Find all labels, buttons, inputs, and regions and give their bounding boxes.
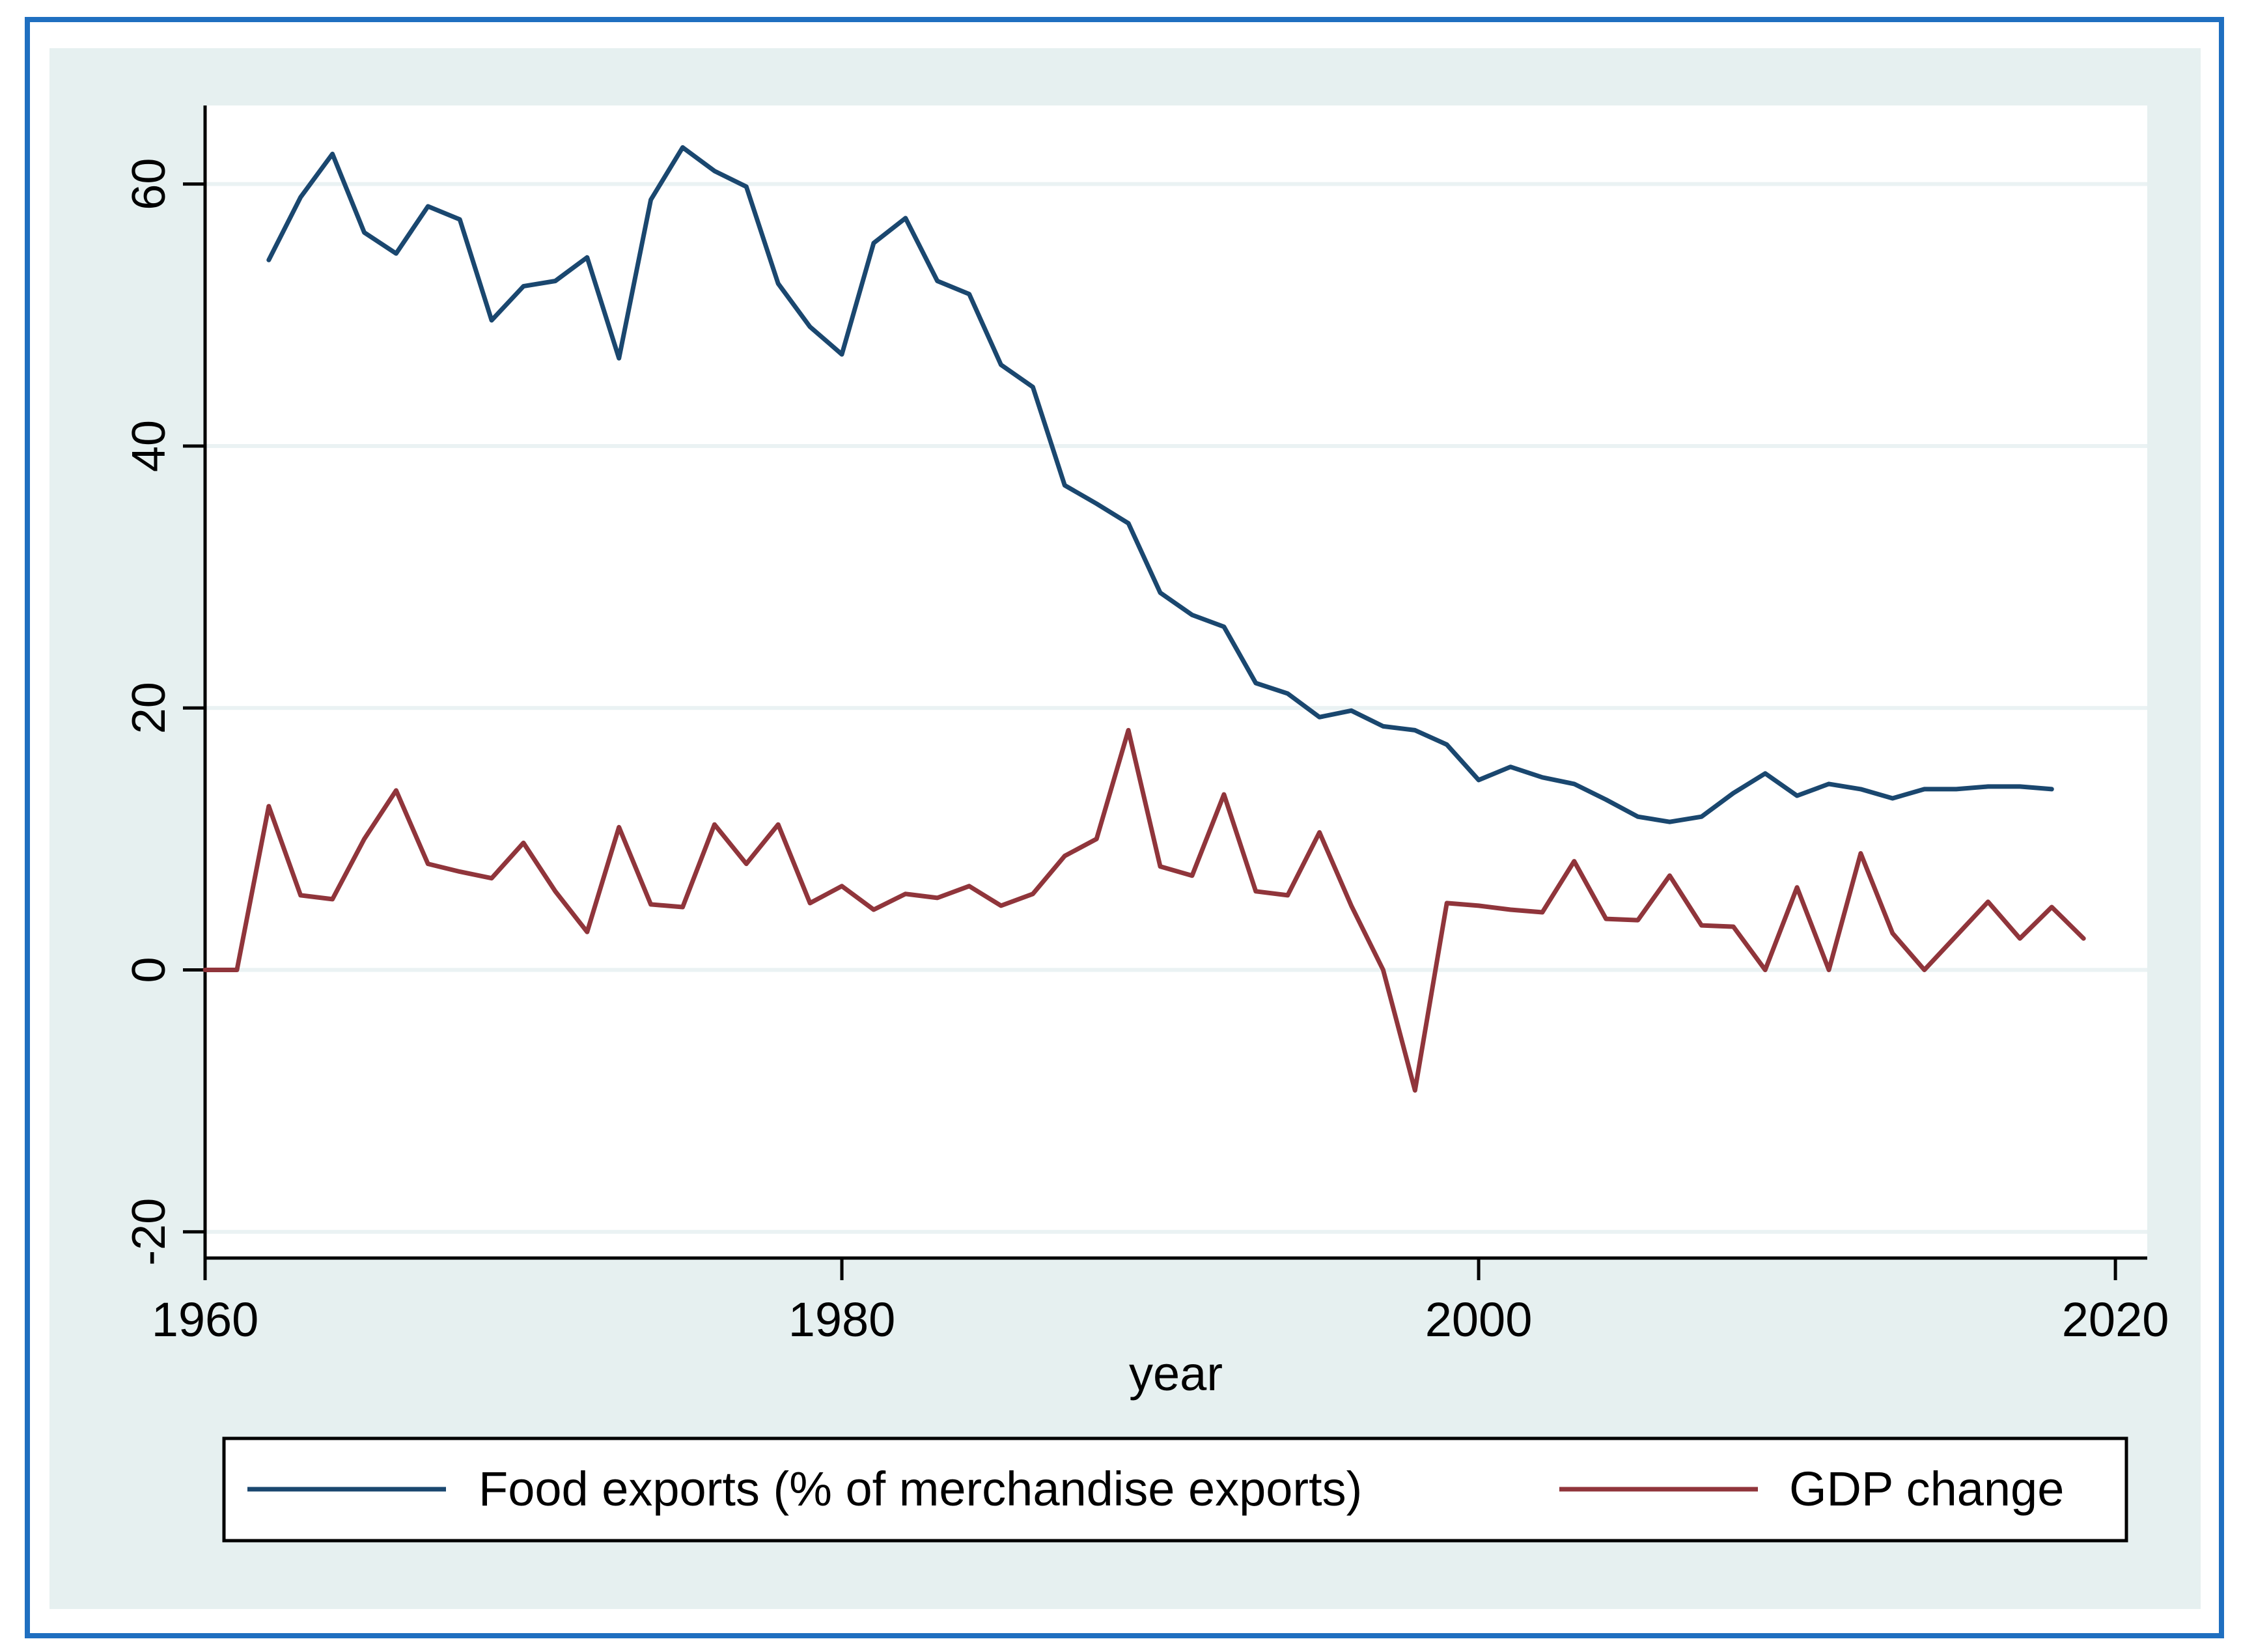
x-tick-label-2000: 2000 [1425, 1293, 1533, 1347]
x-axis-label: year [1129, 1347, 1223, 1401]
x-tick-label-2020: 2020 [2062, 1293, 2169, 1347]
y-tick-label-40: 40 [123, 420, 175, 472]
plot-area [205, 105, 2147, 1258]
y-tick-label-20: 20 [123, 682, 175, 734]
y-tick-label--20: -20 [123, 1198, 175, 1266]
series-lines [202, 145, 2086, 1093]
x-axis-ticks: 1960 1980 2000 2020 [152, 1258, 2169, 1347]
series-line-gdp-change [202, 727, 2086, 1093]
y-tick-label-60: 60 [123, 158, 175, 210]
y-tick-label-0: 0 [123, 957, 175, 983]
legend-label-gdp-change: GDP change [1789, 1462, 2064, 1516]
legend-label-food-exports: Food exports (% of merchandise exports) [479, 1462, 1362, 1516]
y-axis-ticks: -20 0 20 40 60 [123, 158, 205, 1266]
series-line-food-exports-of-merchandise-exports [266, 145, 2054, 824]
legend: Food exports (% of merchandise exports) … [222, 1436, 2128, 1543]
grid-lines [205, 182, 2147, 1234]
legend-box [222, 1436, 2128, 1543]
x-tick-label-1960: 1960 [152, 1293, 259, 1347]
x-tick-label-1980: 1980 [788, 1293, 896, 1347]
